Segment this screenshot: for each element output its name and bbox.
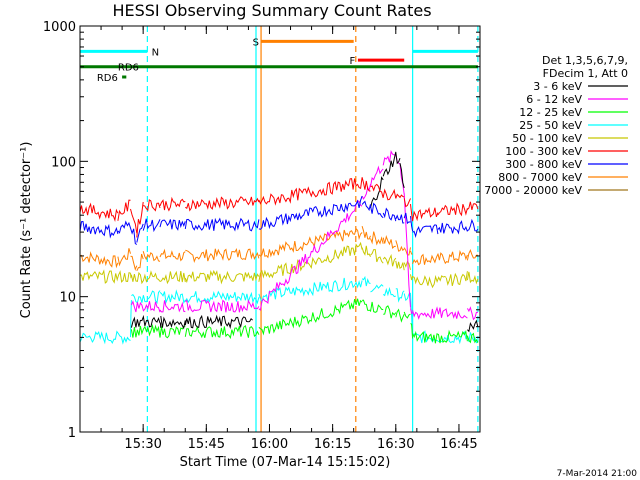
x-tick-label-4: 16:30 [377, 437, 414, 452]
legend-label-0: 3 - 6 keV [533, 80, 582, 93]
x-tick-label-1: 15:45 [188, 437, 225, 452]
legend-header-line-1: Det 1,3,5,6,7,9, [542, 54, 628, 67]
legend-header-line-2: FDecim 1, Att 0 [543, 67, 628, 80]
x-tick-label-2: 16:00 [251, 437, 288, 452]
annotation-label-2: S [253, 37, 259, 48]
series-line-0 [130, 151, 479, 333]
y-tick-label-3: 1000 [43, 20, 76, 35]
legend-label-6: 300 - 800 keV [505, 158, 582, 171]
x-axis-title: Start Time (07-Mar-14 15:15:02) [180, 455, 391, 470]
chart-title: HESSI Observing Summary Count Rates [112, 1, 431, 20]
legend-label-3: 25 - 50 keV [519, 119, 582, 132]
legend-label-5: 100 - 300 keV [505, 145, 582, 158]
annotation-label-0: N [152, 47, 159, 58]
legend-label-7: 800 - 7000 keV [498, 171, 582, 184]
date-stamp: 7-Mar-2014 21:00 [557, 469, 638, 479]
series-line-2 [130, 298, 479, 344]
legend-label-1: 6 - 12 keV [526, 93, 582, 106]
legend-label-4: 50 - 100 keV [512, 132, 582, 145]
x-tick-label-3: 16:15 [314, 437, 351, 452]
series-line-6 [79, 195, 479, 245]
annotation-label-5: RD6 [97, 73, 118, 84]
annotation-label-3: F [349, 56, 355, 67]
y-tick-label-0: 1 [68, 426, 76, 441]
x-tick-label-0: 15:30 [124, 437, 161, 452]
series-line-1 [130, 149, 478, 321]
legend-label-8: 7000 - 20000 keV [484, 184, 582, 197]
series-line-5 [79, 177, 479, 238]
legend-label-2: 12 - 25 keV [519, 106, 582, 119]
y-tick-label-1: 10 [59, 291, 76, 306]
plot-frame [79, 25, 481, 433]
legend-header: Det 1,3,5,6,7,9, FDecim 1, Att 0 [542, 54, 628, 80]
y-axis-title: Count Rate (s⁻¹ detector⁻¹) [19, 142, 34, 319]
annotation-label-4: RD6 [118, 63, 139, 74]
series-line-3 [79, 275, 479, 345]
x-tick-label-5: 16:45 [440, 437, 477, 452]
y-tick-label-2: 100 [51, 155, 76, 170]
series-line-7 [79, 225, 478, 272]
